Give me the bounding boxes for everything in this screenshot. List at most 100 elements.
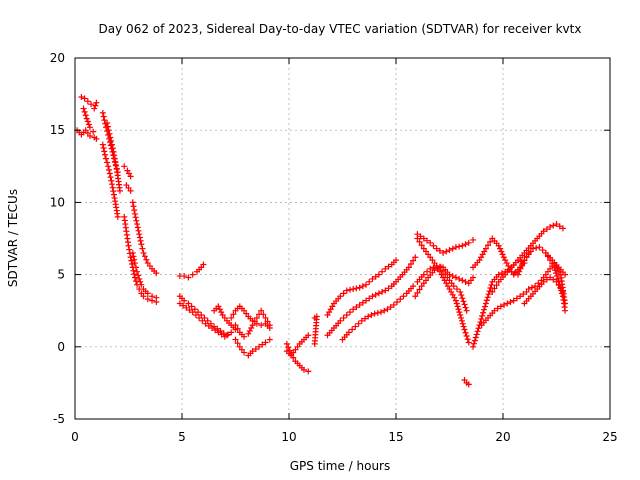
series-arc-13	[176, 293, 230, 339]
x-tick-label: 0	[71, 430, 79, 444]
data-point	[212, 327, 219, 334]
data-point	[135, 272, 142, 279]
data-point	[427, 265, 434, 272]
data-point	[491, 285, 498, 292]
data-point	[420, 235, 427, 242]
data-point	[88, 101, 95, 108]
series-arc-14	[176, 300, 235, 340]
series-arc-07	[121, 163, 134, 180]
data-point	[544, 253, 551, 260]
data-point	[462, 241, 469, 248]
data-point	[547, 257, 554, 264]
series-arc-18	[232, 336, 273, 359]
data-point	[340, 290, 347, 297]
data-point	[549, 260, 556, 267]
data-point	[343, 287, 350, 294]
data-point	[491, 307, 498, 314]
data-point	[397, 296, 404, 303]
data-point	[208, 325, 215, 332]
data-point	[552, 267, 559, 274]
data-point	[462, 278, 469, 285]
data-point	[543, 276, 550, 283]
data-point	[412, 293, 419, 300]
data-point	[121, 163, 128, 170]
data-point	[485, 242, 492, 249]
data-point	[131, 274, 138, 281]
data-point	[414, 235, 421, 242]
data-point	[84, 118, 91, 125]
data-point	[105, 166, 112, 173]
data-point	[101, 151, 108, 158]
data-point	[225, 331, 232, 338]
data-point	[499, 251, 506, 258]
data-point	[93, 135, 100, 142]
data-point	[311, 340, 318, 347]
data-point	[132, 214, 139, 221]
data-point	[372, 291, 379, 298]
data-point	[126, 246, 133, 253]
data-point	[199, 317, 206, 324]
series-arc-23	[324, 254, 419, 339]
data-point	[300, 366, 307, 373]
data-point	[189, 271, 196, 278]
data-point	[366, 278, 373, 285]
data-point	[125, 242, 132, 249]
data-point	[136, 234, 143, 241]
data-point	[463, 332, 470, 339]
data-point	[131, 256, 138, 263]
data-point	[138, 281, 145, 288]
data-point	[495, 242, 502, 249]
data-point	[116, 187, 123, 194]
data-point	[493, 282, 500, 289]
data-point	[216, 306, 223, 313]
data-point	[500, 254, 507, 261]
series-arc-12	[176, 261, 207, 281]
data-point	[465, 239, 472, 246]
data-point	[305, 368, 312, 375]
data-point	[130, 267, 137, 274]
data-point	[463, 307, 470, 314]
data-point	[453, 286, 460, 293]
data-point	[285, 344, 292, 351]
data-point	[539, 247, 546, 254]
data-point	[350, 286, 357, 293]
data-point	[127, 254, 134, 261]
data-point	[103, 155, 110, 162]
data-point	[458, 314, 465, 321]
data-point	[433, 245, 440, 252]
data-point	[410, 283, 417, 290]
data-point	[181, 297, 188, 304]
data-point	[473, 331, 480, 338]
y-tick-label: 0	[57, 340, 65, 354]
data-point	[385, 263, 392, 270]
data-point	[256, 343, 263, 350]
data-point	[200, 261, 207, 268]
data-point	[134, 224, 141, 231]
series-arc-16	[228, 303, 273, 332]
data-point	[215, 329, 222, 336]
data-point	[418, 242, 425, 249]
series-arc-08	[123, 182, 134, 194]
data-point	[132, 264, 139, 271]
data-point	[378, 309, 385, 316]
data-point	[138, 241, 145, 248]
data-point	[382, 287, 389, 294]
data-point	[387, 304, 394, 311]
data-point	[540, 228, 547, 235]
data-point	[129, 249, 136, 256]
data-point	[443, 248, 450, 255]
data-point	[153, 294, 160, 301]
series-arc-01	[74, 127, 100, 142]
data-point	[504, 300, 511, 307]
data-point	[228, 329, 235, 336]
data-point	[529, 245, 536, 252]
data-point	[110, 148, 117, 155]
data-point	[111, 152, 118, 159]
series-arc-25	[414, 231, 477, 256]
data-point	[232, 336, 239, 343]
data-point	[483, 297, 490, 304]
data-point	[525, 286, 532, 293]
data-point	[489, 288, 496, 295]
data-point	[345, 329, 352, 336]
